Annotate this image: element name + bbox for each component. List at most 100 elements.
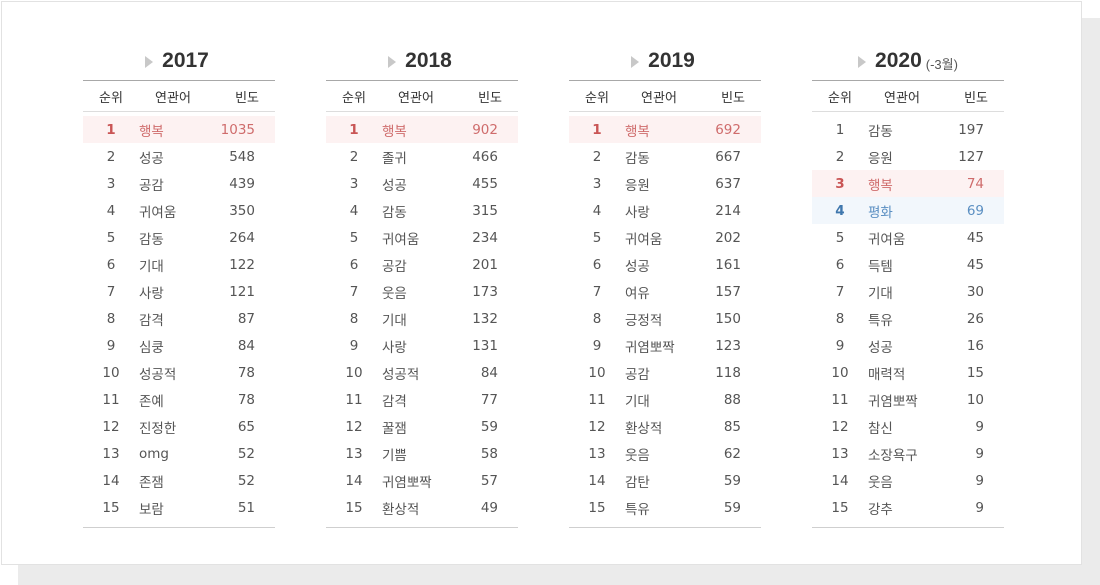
rank-cell: 2 [106,148,116,165]
freq-cell: 466 [472,148,498,165]
word-cell: 응원 [625,177,650,194]
freq-cell: 214 [715,202,741,219]
rank-cell: 10 [345,364,363,381]
table-row: 5 귀여움 45 [812,224,1004,251]
rank-cell: 11 [102,391,120,408]
freq-cell: 58 [480,445,498,462]
freq-cell: 9 [975,472,984,489]
table-body: 1 행복 902 2 졸귀 466 3 성공 455 4 감동 315 5 귀여움 234 6 공감 201 7 웃음… [326,116,518,521]
rank-cell: 3 [592,175,602,192]
word-cell: 평화 [868,204,893,221]
table-row: 9 귀염뽀짝 123 [569,332,761,359]
word-cell: 사랑 [139,285,164,302]
rank-cell: 9 [349,337,359,354]
year-label: 2020 [875,49,922,72]
rank-cell: 1 [106,121,116,138]
word-cell: 귀염뽀짝 [625,339,675,356]
table-header: 순위 연관어 빈도 [812,80,1004,112]
table-row: 2 졸귀 466 [326,143,518,170]
word-cell: 공감 [382,258,407,275]
word-cell: 환상적 [382,501,420,518]
panel-title: 2020 (-3월) [812,42,1004,80]
rank-cell: 3 [349,175,359,192]
word-cell: 행복 [382,123,407,140]
table-row: 1 행복 692 [569,116,761,143]
table-row: 2 응원 127 [812,143,1004,170]
rank-cell: 11 [831,391,849,408]
triangle-right-icon [631,55,640,68]
rank-cell: 2 [349,148,359,165]
word-cell: 웃음 [382,285,407,302]
header-word: 연관어 [398,90,434,106]
word-cell: 행복 [625,123,650,140]
table-row: 11 기대 88 [569,386,761,413]
freq-cell: 173 [472,283,498,300]
rank-cell: 12 [102,418,120,435]
rank-cell: 2 [835,148,845,165]
table-body: 1 행복 692 2 감동 667 3 응원 637 4 사랑 214 5 귀여움 202 6 성공 161 7 여유… [569,116,761,521]
freq-cell: 197 [958,121,984,138]
rank-cell: 15 [831,499,849,516]
freq-cell: 59 [723,472,741,489]
freq-cell: 57 [480,472,498,489]
word-cell: 기쁨 [382,447,407,464]
rank-cell: 15 [588,499,606,516]
word-cell: 득템 [868,258,893,275]
table-bottom-divider [83,527,275,528]
word-cell: omg [139,445,169,462]
header-rank: 순위 [342,90,366,106]
word-cell: 보람 [139,501,164,518]
table-row: 10 공감 118 [569,359,761,386]
table-row: 11 존예 78 [83,386,275,413]
word-cell: 성공 [382,177,407,194]
rank-cell: 1 [835,121,845,138]
rank-cell: 4 [592,202,602,219]
table-row: 8 긍정적 150 [569,305,761,332]
rank-cell: 4 [835,202,845,219]
table-row: 13 기쁨 58 [326,440,518,467]
word-cell: 감동 [625,150,650,167]
word-cell: 공감 [139,177,164,194]
freq-cell: 62 [723,445,741,462]
freq-cell: 85 [723,418,741,435]
table-row: 7 여유 157 [569,278,761,305]
word-cell: 기대 [139,258,164,275]
word-cell: 졸귀 [382,150,407,167]
table-row: 7 웃음 173 [326,278,518,305]
word-cell: 매력적 [868,366,906,383]
table-row: 5 귀여움 234 [326,224,518,251]
table-row: 12 꿀잼 59 [326,413,518,440]
word-cell: 진정한 [139,420,177,437]
freq-cell: 88 [723,391,741,408]
word-cell: 기대 [625,393,650,410]
word-cell: 감동 [868,123,893,140]
rank-cell: 8 [592,310,602,327]
table-row: 12 참신 9 [812,413,1004,440]
freq-cell: 16 [966,337,984,354]
freq-cell: 9 [975,445,984,462]
table-row: 9 성공 16 [812,332,1004,359]
freq-cell: 161 [715,256,741,273]
table-row: 3 응원 637 [569,170,761,197]
table-row: 7 사랑 121 [83,278,275,305]
rank-cell: 5 [835,229,845,246]
freq-cell: 78 [237,391,255,408]
year-label: 2018 [405,49,452,72]
rank-cell: 13 [831,445,849,462]
freq-cell: 84 [480,364,498,381]
freq-cell: 123 [715,337,741,354]
freq-cell: 10 [966,391,984,408]
table-row: 10 성공적 78 [83,359,275,386]
table-header: 순위 연관어 빈도 [569,80,761,112]
freq-cell: 439 [229,175,255,192]
table-bottom-divider [326,527,518,528]
table-row: 4 귀여움 350 [83,197,275,224]
word-cell: 특유 [625,501,650,518]
word-cell: 성공적 [139,366,177,383]
rank-cell: 6 [349,256,359,273]
freq-cell: 45 [966,229,984,246]
word-cell: 기대 [382,312,407,329]
rank-cell: 14 [831,472,849,489]
word-cell: 감격 [382,393,407,410]
table-row: 15 보람 51 [83,494,275,521]
